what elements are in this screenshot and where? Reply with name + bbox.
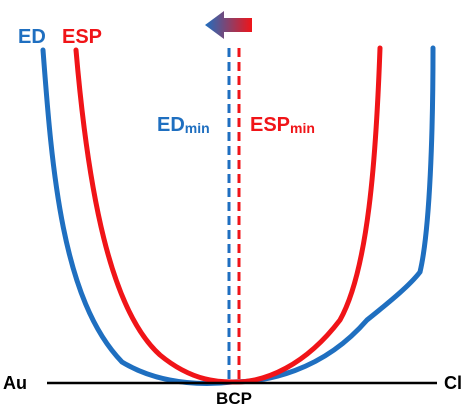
atom-cl-label: Cl [444,373,462,393]
esp-label: ESP [62,26,102,48]
bcp-label: BCP [216,389,252,405]
ed-label: ED [18,26,46,48]
atom-au-label: Au [3,373,27,393]
ed-min-label: EDmin [157,114,210,136]
shift-arrow [205,11,252,39]
esp-min-label: ESPmin [250,114,315,136]
